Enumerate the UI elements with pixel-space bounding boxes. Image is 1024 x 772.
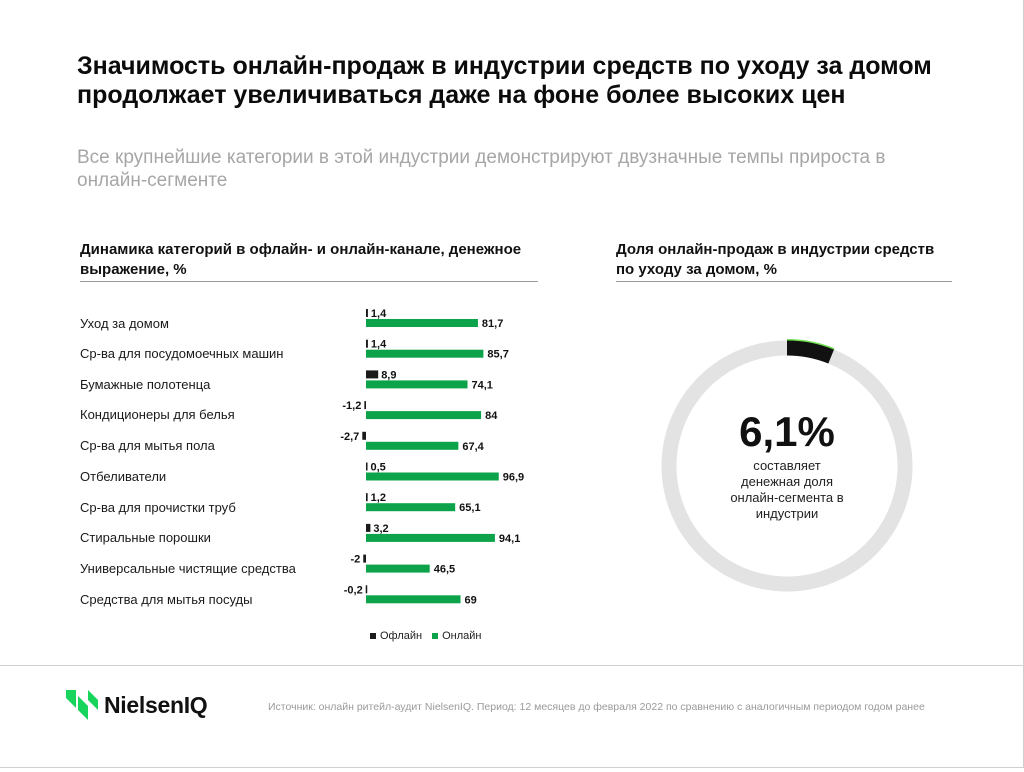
data-label-offline: 1,4 — [371, 339, 387, 351]
donut-slice-online — [786, 340, 834, 364]
nielseniq-logo: NielsenIQ — [64, 688, 208, 722]
category-label: Отбеливатели — [80, 469, 167, 484]
data-label-online: 65,1 — [459, 502, 480, 514]
data-label-online: 81,7 — [482, 318, 503, 330]
data-label-online: 69 — [465, 594, 477, 606]
bar-offline — [366, 339, 368, 348]
bar-online — [366, 472, 499, 481]
data-label-offline: 8,9 — [381, 369, 396, 381]
legend-label-offline: Офлайн — [380, 630, 423, 642]
data-label-offline: 0,5 — [371, 462, 386, 474]
bar-offline — [366, 493, 368, 502]
bar-online — [366, 441, 459, 450]
source-note: Источник: онлайн ритейл-аудит NielsenIQ.… — [268, 701, 925, 713]
bar-offline — [366, 370, 379, 379]
data-label-offline: 3,2 — [373, 523, 388, 535]
category-label: Ср-ва для прочистки труб — [80, 500, 236, 515]
bar-online — [366, 411, 482, 420]
bar-online — [366, 595, 461, 604]
nielseniq-logo-icon — [66, 690, 98, 720]
bar-offline — [365, 585, 368, 594]
legend-swatch-offline — [370, 633, 376, 639]
data-label-online: 84 — [485, 410, 498, 422]
data-label-offline: -2 — [350, 554, 360, 566]
bar-online — [366, 319, 478, 327]
bar-online — [366, 503, 456, 512]
donut-chart-title: Доля онлайн-продаж в индустрии средств п… — [616, 241, 935, 278]
data-label-online: 67,4 — [462, 441, 484, 453]
category-label: Бумажные полотенца — [80, 377, 211, 392]
data-label-offline: -1,2 — [342, 400, 361, 412]
page-subtitle: Все крупнейшие категории в этой индустри… — [77, 147, 886, 191]
bar-offline — [363, 554, 366, 563]
donut-chart: 6,1% составляет денежная доля онлайн-сег… — [657, 336, 917, 596]
data-label-online: 85,7 — [487, 349, 508, 361]
logo-text: NielsenIQ — [104, 691, 208, 718]
category-label: Ср-ва для посудомоечных машин — [80, 346, 284, 361]
bar-online — [366, 533, 495, 542]
bar-online — [366, 380, 468, 389]
bar-chart-title: Динамика категорий в офлайн- и онлайн-ка… — [80, 241, 522, 278]
category-label: Стиральные порошки — [80, 530, 211, 545]
bar-offline — [362, 431, 366, 440]
donut-svg — [661, 339, 913, 592]
donut-chart-title-rule — [616, 281, 952, 282]
legend-swatch-online — [432, 633, 439, 639]
category-label: Средства для мытья посуды — [80, 592, 253, 607]
chart-legend: Офлайн Онлайн — [370, 629, 482, 643]
category-label: Кондиционеры для белья — [80, 407, 235, 422]
category-label: Уход за домом — [80, 316, 169, 331]
donut-description: составляет денежная доля онлайн-сегмента… — [730, 458, 844, 521]
data-label-offline: -2,7 — [340, 431, 359, 443]
bar-chart-title-rule — [80, 281, 538, 282]
bar-offline — [364, 401, 366, 410]
data-label-online: 46,5 — [434, 564, 455, 576]
bar-offline — [366, 309, 368, 317]
category-label: Универсальные чистящие средства — [80, 561, 296, 576]
page-title: Значимость онлайн-продаж в индустрии сре… — [77, 52, 932, 109]
data-label-online: 74,1 — [472, 379, 493, 391]
bar-offline — [366, 523, 371, 532]
data-label-offline: -0,2 — [344, 584, 363, 596]
category-label: Ср-ва для мытья пола — [80, 438, 215, 453]
donut-center: 6,1% составляет денежная доля онлайн-сег… — [657, 336, 917, 596]
bar-offline — [366, 462, 368, 471]
legend-item-offline: Офлайн — [370, 629, 422, 643]
bar-online — [366, 564, 430, 573]
data-label-offline: 1,2 — [371, 492, 386, 504]
legend-label-online: Онлайн — [442, 630, 482, 642]
footer-divider — [0, 665, 1023, 666]
legend-item-online: Онлайн — [432, 629, 482, 643]
donut-value: 6,1% — [739, 408, 835, 455]
data-label-online: 94,1 — [499, 533, 520, 545]
data-label-online: 96,9 — [503, 472, 524, 484]
bar-online — [366, 349, 484, 358]
data-label-offline: 1,4 — [371, 308, 387, 320]
